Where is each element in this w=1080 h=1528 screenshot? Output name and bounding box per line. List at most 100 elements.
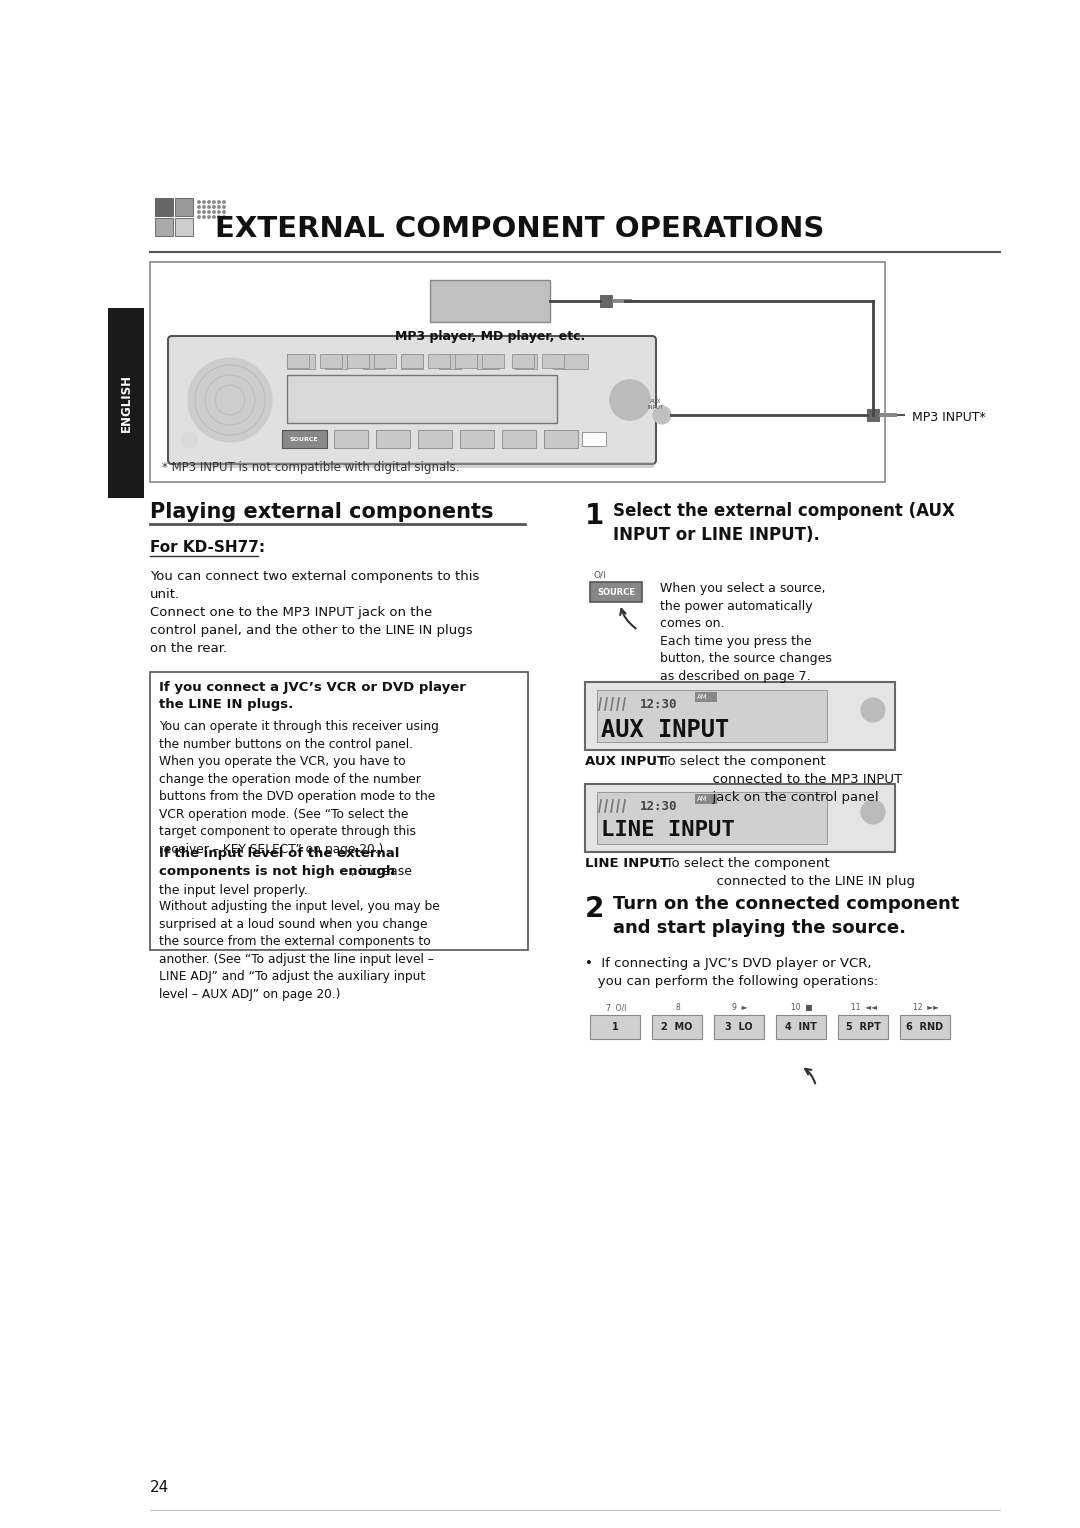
- Bar: [652, 1015, 702, 1039]
- Circle shape: [653, 406, 671, 423]
- Circle shape: [213, 211, 215, 214]
- Text: Turn on the connected component
and start playing the source.: Turn on the connected component and star…: [613, 895, 959, 937]
- Bar: [325, 354, 347, 368]
- Text: 9  ►: 9 ►: [732, 1002, 747, 1012]
- Circle shape: [188, 358, 272, 442]
- Text: 2  MO: 2 MO: [661, 1022, 692, 1031]
- Circle shape: [218, 200, 220, 203]
- Text: AM: AM: [697, 694, 707, 700]
- Text: AUX INPUT: AUX INPUT: [585, 755, 666, 769]
- Bar: [502, 429, 536, 448]
- Text: If the input level of the external: If the input level of the external: [159, 847, 400, 860]
- Text: 24: 24: [150, 1481, 170, 1494]
- Text: 3  LO: 3 LO: [725, 1022, 753, 1031]
- Text: : To select the component
              connected to the LINE IN plug: : To select the component connected to t…: [657, 857, 915, 888]
- Text: 7  O/I: 7 O/I: [606, 1002, 626, 1012]
- Bar: [544, 429, 578, 448]
- Circle shape: [183, 432, 198, 448]
- Text: LINE INPUT: LINE INPUT: [585, 857, 669, 869]
- Text: 5  RPT: 5 RPT: [846, 1022, 880, 1031]
- Circle shape: [861, 801, 885, 824]
- Text: ENGLISH: ENGLISH: [120, 374, 133, 432]
- Bar: [714, 1015, 764, 1039]
- Text: If you connect a JVC’s VCR or DVD player
the LINE IN plugs.: If you connect a JVC’s VCR or DVD player…: [159, 681, 465, 711]
- Bar: [515, 354, 537, 368]
- Bar: [347, 354, 369, 368]
- Bar: [455, 354, 477, 368]
- Circle shape: [861, 698, 885, 723]
- Bar: [287, 354, 315, 368]
- Bar: [696, 692, 717, 701]
- Text: 2: 2: [585, 895, 605, 923]
- Circle shape: [203, 206, 205, 208]
- Bar: [282, 429, 327, 448]
- Circle shape: [222, 211, 226, 214]
- Text: You can operate it through this receiver using
the number buttons on the control: You can operate it through this receiver…: [159, 720, 438, 856]
- Bar: [590, 1015, 640, 1039]
- Circle shape: [207, 215, 211, 219]
- Bar: [838, 1015, 888, 1039]
- Bar: [374, 354, 396, 368]
- Text: You can connect two external components to this
unit.
Connect one to the MP3 INP: You can connect two external components …: [150, 570, 480, 656]
- Circle shape: [213, 206, 215, 208]
- Bar: [150, 261, 885, 481]
- Bar: [897, 414, 905, 416]
- Text: MP3 player, MD player, etc.: MP3 player, MD player, etc.: [395, 330, 585, 342]
- Text: 10  ■: 10 ■: [792, 1002, 813, 1012]
- Circle shape: [198, 200, 200, 203]
- Circle shape: [207, 206, 211, 208]
- Bar: [597, 691, 827, 743]
- Bar: [176, 461, 654, 468]
- Text: Playing external components: Playing external components: [150, 503, 494, 523]
- Text: For KD-SH77:: For KD-SH77:: [150, 539, 265, 555]
- Text: 11  ◄◄: 11 ◄◄: [851, 1002, 877, 1012]
- Bar: [320, 354, 342, 368]
- Text: : To select the component
              connected to the MP3 INPUT
             : : To select the component connected to t…: [653, 755, 902, 804]
- Bar: [418, 429, 453, 448]
- Text: 6  RND: 6 RND: [906, 1022, 944, 1031]
- Circle shape: [207, 200, 211, 203]
- Bar: [430, 280, 550, 322]
- Circle shape: [198, 206, 200, 208]
- Bar: [482, 354, 504, 368]
- Text: * MP3 INPUT is not compatible with digital signals.: * MP3 INPUT is not compatible with digit…: [162, 461, 459, 474]
- Circle shape: [610, 380, 650, 420]
- Bar: [477, 354, 499, 368]
- Bar: [696, 795, 717, 804]
- Circle shape: [203, 211, 205, 214]
- Bar: [376, 429, 410, 448]
- Bar: [287, 354, 309, 368]
- Bar: [867, 410, 879, 422]
- Bar: [108, 309, 144, 498]
- Bar: [542, 354, 564, 368]
- Bar: [582, 432, 606, 446]
- Text: O/I: O/I: [594, 570, 606, 579]
- Text: AUX INPUT: AUX INPUT: [600, 718, 729, 743]
- Bar: [150, 672, 528, 950]
- Text: EXTERNAL COMPONENT OPERATIONS: EXTERNAL COMPONENT OPERATIONS: [215, 215, 824, 243]
- Text: 12:30: 12:30: [640, 801, 677, 813]
- Text: SOURCE: SOURCE: [289, 437, 319, 442]
- Bar: [600, 295, 612, 307]
- Bar: [287, 374, 557, 423]
- Bar: [632, 299, 640, 303]
- Circle shape: [203, 215, 205, 219]
- Text: 12:30: 12:30: [640, 698, 677, 711]
- Bar: [401, 354, 423, 368]
- Bar: [900, 1015, 950, 1039]
- Bar: [175, 219, 193, 235]
- Bar: [438, 354, 461, 368]
- Bar: [512, 354, 534, 368]
- Text: 4  INT: 4 INT: [785, 1022, 816, 1031]
- Bar: [156, 199, 173, 215]
- Bar: [879, 413, 897, 417]
- Bar: [175, 199, 193, 215]
- Text: 8: 8: [676, 1002, 680, 1012]
- Bar: [428, 354, 450, 368]
- Circle shape: [198, 215, 200, 219]
- Circle shape: [203, 200, 205, 203]
- Text: MP3 INPUT*: MP3 INPUT*: [912, 411, 986, 423]
- Bar: [156, 219, 173, 235]
- Text: Without adjusting the input level, you may be
surprised at a loud sound when you: Without adjusting the input level, you m…: [159, 900, 440, 1001]
- Text: When you select a source,
the power automatically
comes on.
Each time you press : When you select a source, the power auto…: [660, 582, 832, 683]
